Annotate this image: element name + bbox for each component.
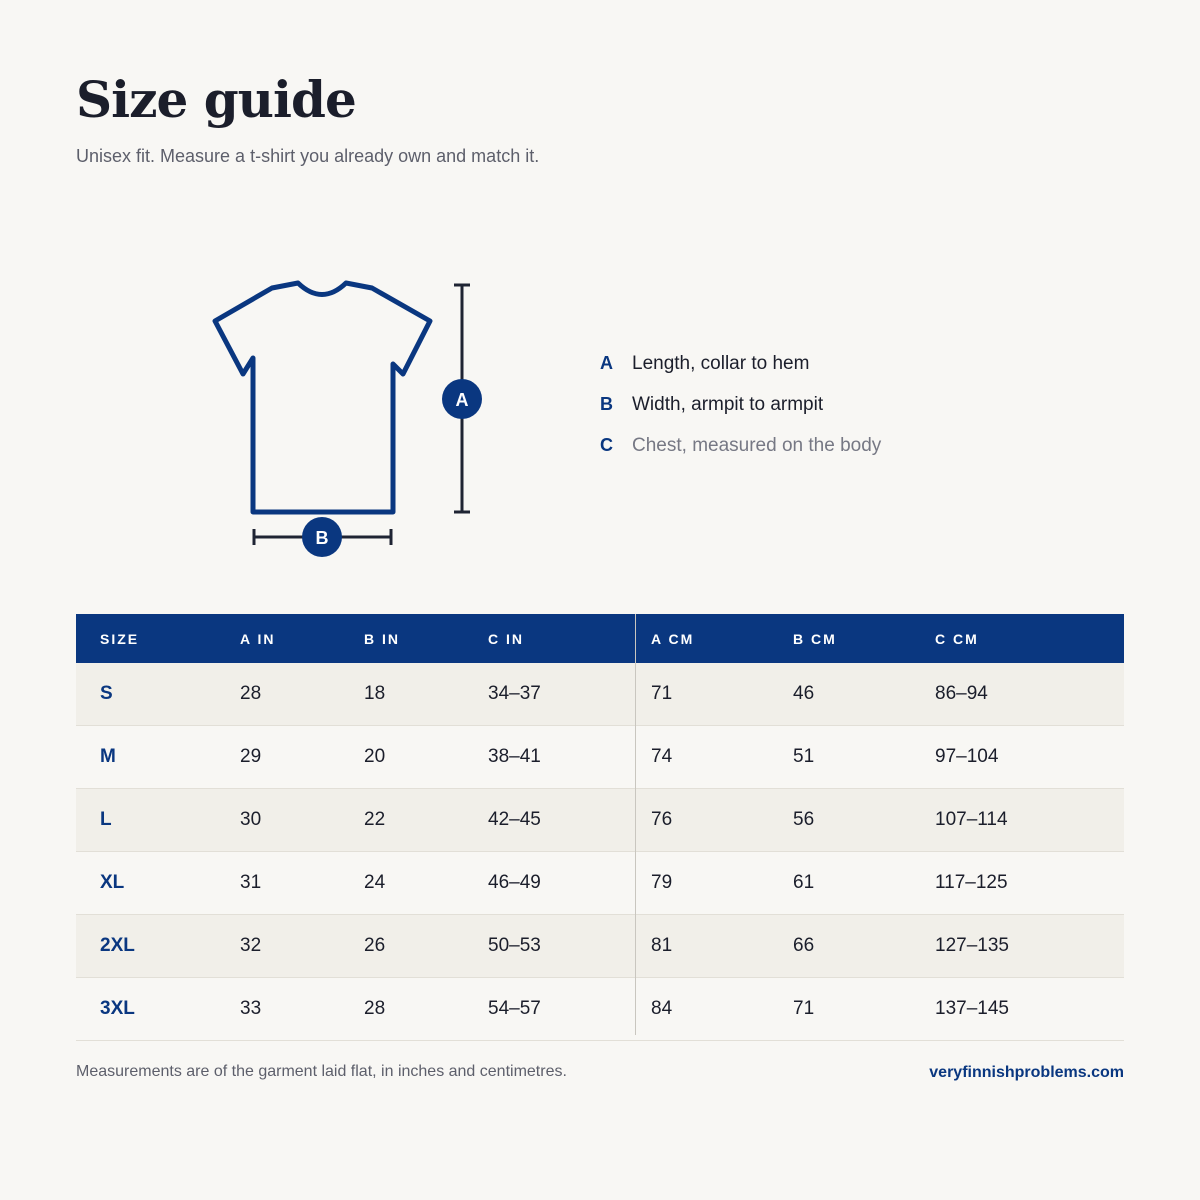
table-cell: 117–125 [935,872,1008,893]
table-row: S 28 18 34–37 71 46 86–94 [76,663,1124,726]
table-cell: 50–53 [488,935,541,956]
column-header: SIZE [100,631,140,647]
table-cell: 46–49 [488,872,541,893]
table-cell: 107–114 [935,809,1008,830]
table-cell: 97–104 [935,746,999,767]
table-cell: 18 [364,683,386,704]
tshirt [212,280,433,515]
column-header: A CM [651,631,695,647]
diagram: A B [212,280,482,557]
table-cell: 79 [651,872,673,893]
table-row: 3XL 33 28 54–57 84 71 137–145 [76,978,1124,1041]
table-cell: 33 [240,998,262,1019]
table-cell: 71 [651,683,673,704]
size-label: 3XL [100,998,135,1019]
table-cell: 32 [240,935,262,956]
legend-letter: A [600,353,613,373]
table-cell: 81 [651,935,673,956]
table-cell: 86–94 [935,683,988,704]
table-cell: 34–37 [488,683,541,704]
unit-divider [635,614,636,1035]
table-cell: 137–145 [935,998,1009,1019]
column-header: C IN [488,631,524,647]
table-cell: 54–57 [488,998,541,1019]
table-cell: 28 [240,683,262,704]
table-cell: 61 [793,872,815,893]
marker-b-label: B [316,528,329,548]
table-cell: 24 [364,872,386,893]
size-label: M [100,746,116,767]
marker-a-label: A [456,390,469,410]
table-cell: 22 [364,809,386,830]
table-cell: 46 [793,683,815,704]
size-label: XL [100,872,125,893]
table-cell: 76 [651,809,673,830]
table-cell: 66 [793,935,815,956]
table-cell: 56 [793,809,815,830]
table-cell: 51 [793,746,815,767]
table-cell: 31 [240,872,262,893]
marker-a [442,379,482,419]
table-cell: 26 [364,935,386,956]
marker-b [302,517,342,557]
table-cell: 30 [240,809,262,830]
column-header: B IN [364,631,400,647]
table-cell: 84 [651,998,673,1019]
size-table: SIZE A IN B IN C IN A CM B CM C CM S 28 18 34–37 71… [76,614,1124,1041]
size-label: L [100,809,112,830]
size-label: 2XL [100,935,135,956]
table-header: SIZE A IN B IN C IN A CM B CM C CM [76,614,1124,663]
footer-note: Measurements are of the garment laid fla… [76,1063,567,1080]
table-cell: 71 [793,998,815,1019]
table-cell: 29 [240,746,262,767]
table-row: XL 31 24 46–49 79 61 117–125 [76,852,1124,915]
subtitle: Unisex fit. Measure a t-shirt you alread… [76,146,540,166]
legend-letter: B [600,394,613,414]
column-header: C CM [935,631,979,647]
table-row: 2XL 32 26 50–53 81 66 127–135 [76,915,1124,978]
column-header: B CM [793,631,837,647]
title: Size guide [76,70,357,129]
legend-text: Width, armpit to armpit [632,394,824,415]
column-header: A IN [240,631,276,647]
table-cell: 28 [364,998,386,1019]
table-row: L 30 22 42–45 76 56 107–114 [76,789,1124,852]
table-row: M 29 20 38–41 74 51 97–104 [76,726,1124,789]
table-cell: 42–45 [488,809,541,830]
table-cell: 20 [364,746,386,767]
legend-text: Chest, measured on the body [632,435,882,456]
site-link: veryfinnishproblems.com [929,1064,1124,1081]
table-cell: 127–135 [935,935,1009,956]
table-cell: 38–41 [488,746,541,767]
table-cell: 74 [651,746,673,767]
legend-letter: C [600,435,613,455]
size-label: S [100,683,113,704]
legend-text: Length, collar to hem [632,353,810,374]
